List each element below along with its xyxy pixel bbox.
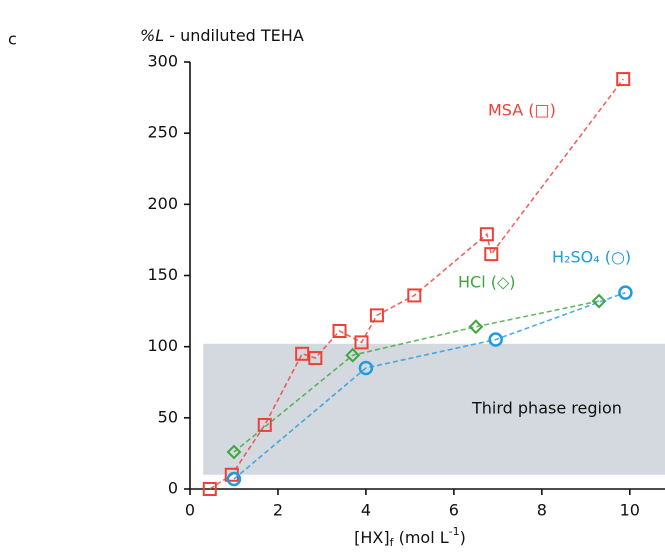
marker-square: [257, 417, 272, 432]
x-tick-label: 8: [537, 501, 547, 520]
marker-circle: [618, 285, 633, 300]
marker-square: [616, 72, 631, 87]
x-label-part: -1: [449, 525, 460, 538]
series-line: [209, 78, 624, 490]
x-tick-label: 4: [361, 501, 371, 520]
series-label: H₂SO₄ (○): [552, 248, 631, 267]
y-tick-label: 300: [147, 52, 178, 71]
marker-diamond: [345, 347, 361, 363]
marker-square: [202, 482, 217, 496]
x-tick-label: 2: [273, 501, 283, 520]
y-label-part: %L: [140, 26, 164, 45]
marker-circle: [488, 332, 503, 347]
y-tick-label: 0: [168, 479, 178, 498]
marker-square: [369, 308, 384, 323]
marker-circle: [226, 471, 242, 487]
x-tick-label: 6: [449, 501, 459, 520]
y-tick-label: 200: [147, 194, 178, 213]
series-label: MSA (□): [488, 101, 556, 120]
y-tick-label: 100: [147, 336, 178, 355]
marker-diamond: [226, 444, 242, 460]
y-tick-label: 250: [147, 123, 178, 142]
marker-circle: [358, 360, 374, 376]
marker-square: [484, 247, 499, 262]
x-axis-label: [HX]f (mol L-1): [354, 525, 466, 549]
panel-label: c: [8, 30, 17, 49]
x-label-part: [HX]: [354, 528, 389, 547]
marker-diamond: [591, 293, 607, 309]
x-tick-label: 0: [185, 501, 195, 520]
x-label-part: ): [460, 528, 466, 547]
marker-diamond: [468, 319, 484, 335]
y-label-part: - undiluted TEHA: [164, 26, 304, 45]
x-label-part: (mol L: [393, 528, 448, 547]
series-line: [233, 300, 600, 453]
marker-square: [479, 227, 494, 242]
region-label: Third phase region: [471, 399, 622, 418]
third-phase-region: [203, 343, 665, 475]
y-tick-label: 50: [158, 407, 178, 426]
marker-square: [407, 288, 422, 303]
marker-square: [295, 346, 310, 361]
x-tick-label: 10: [620, 501, 640, 520]
marker-square: [354, 335, 369, 350]
y-tick-label: 150: [147, 265, 178, 284]
marker-square: [308, 351, 323, 366]
marker-square: [332, 324, 347, 339]
series-label: HCl (◇): [458, 273, 516, 292]
y-axis-label: %L - undiluted TEHA: [140, 26, 304, 45]
x-label-part: f: [390, 536, 395, 549]
